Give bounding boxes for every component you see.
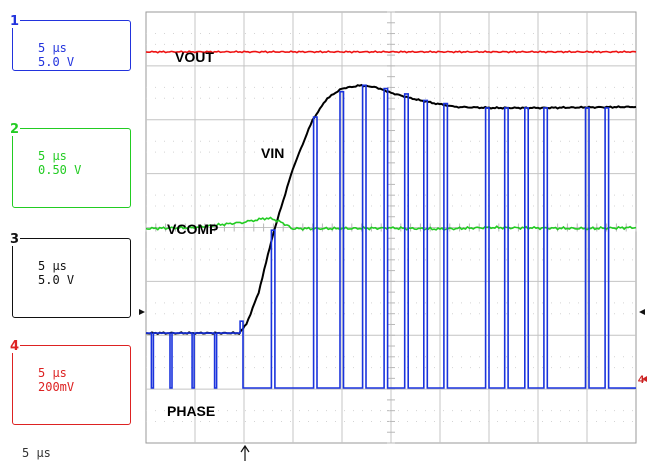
channel-2-time-div: 5 μs xyxy=(38,149,67,163)
trigger-position-arrow-head xyxy=(240,444,250,453)
channel-3-time-div: 5 μs xyxy=(38,259,67,273)
channel-1-time-div: 5 μs xyxy=(38,41,67,55)
channel-1-box[interactable]: 1 5 μs 5.0 V xyxy=(9,15,131,71)
channel-3-volt-div: 5.0 V xyxy=(38,273,75,287)
label-phase: PHASE xyxy=(167,403,215,419)
trigger-left-marker xyxy=(139,309,145,315)
label-vcomp: VCOMP xyxy=(167,221,218,237)
channel-3-box[interactable]: 3 5 μs 5.0 V xyxy=(9,233,131,318)
trace-labels: VOUT VIN VCOMP PHASE xyxy=(167,49,284,419)
trace-phase xyxy=(145,84,637,389)
trigger-level-marker-label: 4 xyxy=(638,374,645,386)
timebase-readout: 5 μs xyxy=(22,446,51,460)
trigger-right-marker xyxy=(639,309,645,315)
label-vin: VIN xyxy=(261,145,284,161)
channel-2-number: 2 xyxy=(9,122,21,137)
label-vout: VOUT xyxy=(175,49,214,65)
channel-3-number: 3 xyxy=(9,232,21,247)
channel-4-volt-div: 200mV xyxy=(38,380,75,394)
channel-4-time-div: 5 μs xyxy=(38,366,67,380)
channel-4-box[interactable]: 4 5 μs 200mV xyxy=(9,340,131,425)
scope-markers: 4 xyxy=(139,309,647,461)
traces xyxy=(145,50,637,389)
channel-2-volt-div: 0.50 V xyxy=(38,163,82,177)
channel-1-volt-div: 5.0 V xyxy=(38,55,75,69)
channel-1-number: 1 xyxy=(9,14,21,29)
trace-vcomp xyxy=(145,216,637,231)
channel-2-box[interactable]: 2 5 μs 0.50 V xyxy=(9,123,131,208)
channel-4-number: 4 xyxy=(9,339,21,354)
trigger-level-marker-icon xyxy=(642,376,647,382)
trace-vout xyxy=(145,50,637,54)
